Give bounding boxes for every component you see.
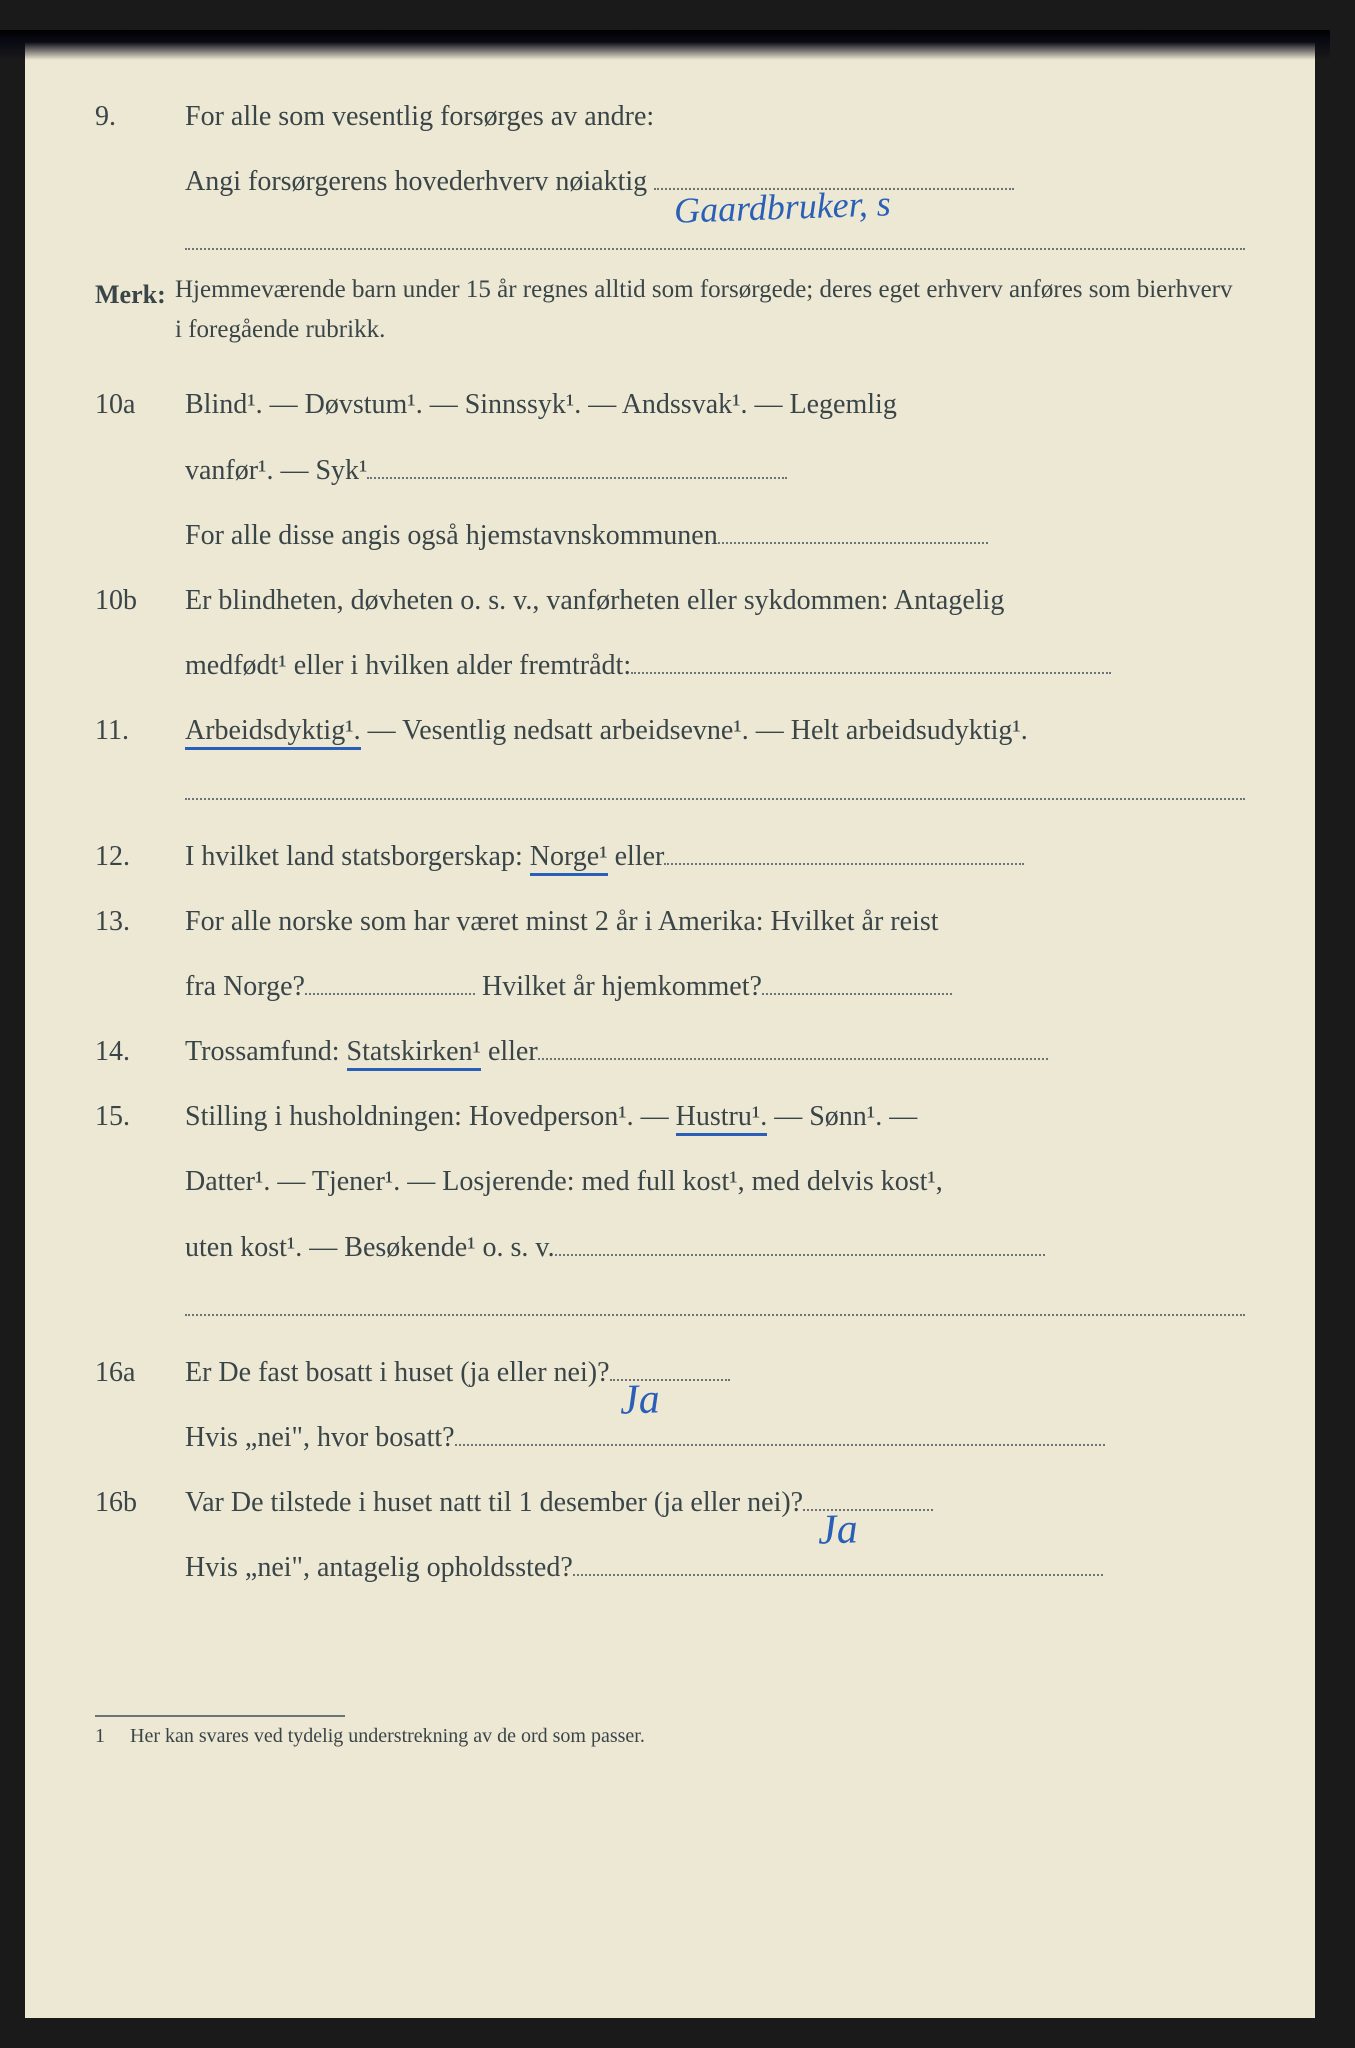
- q15-line3: uten kost¹. — Besøkende¹ o. s. v.: [185, 1232, 555, 1263]
- question-10b-line2: medfødt¹ eller i hvilken alder fremtrådt…: [95, 639, 1245, 692]
- q16b-number: 16b: [95, 1476, 185, 1529]
- q16b-blank: [573, 1574, 1103, 1576]
- question-9: 9. For alle som vesentlig forsørges av a…: [95, 90, 1245, 143]
- q9-handwritten: Gaardbruker, s: [673, 169, 892, 245]
- q10a-blank: [367, 477, 787, 479]
- question-16a: 16a Er De fast bosatt i huset (ja eller …: [95, 1346, 1245, 1399]
- q16a-answer-field: Ja: [610, 1379, 730, 1381]
- q14-number: 14.: [95, 1025, 185, 1078]
- footnote-text: Her kan svares ved tydelig understreknin…: [130, 1725, 645, 1747]
- question-10a-line3: For alle disse angis også hjemstavnskomm…: [95, 509, 1245, 562]
- q14-underlined: Statskirken¹: [347, 1036, 481, 1071]
- question-9-line2: Angi forsørgerens hovederhverv nøiaktig …: [95, 155, 1245, 208]
- merk-note: Merk: Hjemmeværende barn under 15 år reg…: [95, 270, 1245, 350]
- q11-continuation-line: [185, 770, 1245, 800]
- question-10a-line2: vanfør¹. — Syk¹: [95, 444, 1245, 497]
- q15-line1-prefix: Stilling i husholdningen: Hovedperson¹. …: [185, 1101, 676, 1132]
- q15-continuation-line: [185, 1286, 1245, 1316]
- q12-prefix: I hvilket land statsborgerskap:: [185, 841, 530, 872]
- q9-answer-field: Gaardbruker, s: [654, 188, 1014, 190]
- question-10b: 10b Er blindheten, døvheten o. s. v., va…: [95, 574, 1245, 627]
- question-10a: 10a Blind¹. — Døvstum¹. — Sinnssyk¹. — A…: [95, 378, 1245, 431]
- q13-blank2: [762, 993, 952, 995]
- q10a-line3: For alle disse angis også hjemstavnskomm…: [185, 520, 718, 551]
- q13-number: 13.: [95, 895, 185, 948]
- q13-line2b: Hvilket år hjemkommet?: [475, 971, 762, 1002]
- question-12: 12. I hvilket land statsborgerskap: Norg…: [95, 830, 1245, 883]
- question-16b-line2: Hvis „nei", antagelig opholdssted?: [95, 1541, 1245, 1594]
- q13-line1: For alle norske som har været minst 2 år…: [185, 895, 1245, 948]
- q15-line2: Datter¹. — Tjener¹. — Losjerende: med fu…: [185, 1155, 1245, 1208]
- q12-underlined: Norge¹: [530, 841, 608, 876]
- q9-content: For alle som vesentlig forsørges av andr…: [185, 90, 1245, 143]
- footnote-marker: 1: [95, 1725, 125, 1748]
- question-11: 11. Arbeidsdyktig¹. — Vesentlig nedsatt …: [95, 704, 1245, 757]
- question-13: 13. For alle norske som har været minst …: [95, 895, 1245, 948]
- question-15: 15. Stilling i husholdningen: Hovedperso…: [95, 1090, 1245, 1143]
- q10b-number: 10b: [95, 574, 185, 627]
- q10b-line1: Er blindheten, døvheten o. s. v., vanfør…: [185, 574, 1245, 627]
- q14-blank: [538, 1058, 1048, 1060]
- q15-line1-underlined: Hustru¹.: [676, 1101, 768, 1136]
- q10a-blank2: [718, 542, 988, 544]
- document-page: 9. For alle som vesentlig forsørges av a…: [25, 30, 1315, 2018]
- q15-blank: [555, 1254, 1045, 1256]
- q11-rest: — Vesentlig nedsatt arbeidsevne¹. — Helt…: [361, 715, 1028, 746]
- question-15-line2: Datter¹. — Tjener¹. — Losjerende: med fu…: [95, 1155, 1245, 1208]
- q15-number: 15.: [95, 1090, 185, 1143]
- q16a-handwritten: Ja: [618, 1360, 660, 1441]
- footnote-rule: [95, 1715, 345, 1725]
- question-13-line2: fra Norge? Hvilket år hjemkommet?: [95, 960, 1245, 1013]
- merk-text: Hjemmeværende barn under 15 år regnes al…: [175, 270, 1245, 350]
- q12-number: 12.: [95, 830, 185, 883]
- q14-suffix: eller: [481, 1036, 538, 1067]
- q10a-line2-prefix: vanfør¹. — Syk¹: [185, 455, 367, 486]
- q14-prefix: Trossamfund:: [185, 1036, 347, 1067]
- q16a-blank: [455, 1444, 1105, 1446]
- question-16b: 16b Var De tilstede i huset natt til 1 d…: [95, 1476, 1245, 1529]
- q16a-number: 16a: [95, 1346, 185, 1399]
- q9-line1: For alle som vesentlig forsørges av andr…: [185, 101, 654, 132]
- merk-label: Merk:: [95, 270, 175, 350]
- question-15-line3: uten kost¹. — Besøkende¹ o. s. v.: [95, 1221, 1245, 1274]
- q13-line2a: fra Norge?: [185, 971, 305, 1002]
- q15-line1-suffix: — Sønn¹. —: [767, 1101, 917, 1132]
- q10b-line2: medfødt¹ eller i hvilken alder fremtrådt…: [185, 650, 631, 681]
- q12-suffix: eller: [608, 841, 665, 872]
- q16b-line1-prefix: Var De tilstede i huset natt til 1 desem…: [185, 1487, 803, 1518]
- q16b-line2: Hvis „nei", antagelig opholdssted?: [185, 1552, 573, 1583]
- q11-underlined: Arbeidsdyktig¹.: [185, 715, 361, 750]
- q16a-line1-prefix: Er De fast bosatt i huset (ja eller nei)…: [185, 1357, 610, 1388]
- q10a-number: 10a: [95, 378, 185, 431]
- question-16a-line2: Hvis „nei", hvor bosatt?: [95, 1411, 1245, 1464]
- q13-blank1: [305, 993, 475, 995]
- q12-blank: [664, 863, 1024, 865]
- q9-line2-prefix: Angi forsørgerens hovederhverv nøiaktig: [185, 166, 647, 197]
- q16b-handwritten: Ja: [817, 1491, 859, 1572]
- q10a-line1: Blind¹. — Døvstum¹. — Sinnssyk¹. — Andss…: [185, 378, 1245, 431]
- footnote: 1 Her kan svares ved tydelig understrekn…: [95, 1725, 1245, 1748]
- scan-artifact-top: [0, 30, 1330, 60]
- q10b-blank: [631, 672, 1111, 674]
- question-14: 14. Trossamfund: Statskirken¹ eller: [95, 1025, 1245, 1078]
- q16a-line2: Hvis „nei", hvor bosatt?: [185, 1422, 455, 1453]
- q11-number: 11.: [95, 704, 185, 757]
- q16b-answer-field: Ja: [803, 1509, 933, 1511]
- q9-number: 9.: [95, 90, 185, 143]
